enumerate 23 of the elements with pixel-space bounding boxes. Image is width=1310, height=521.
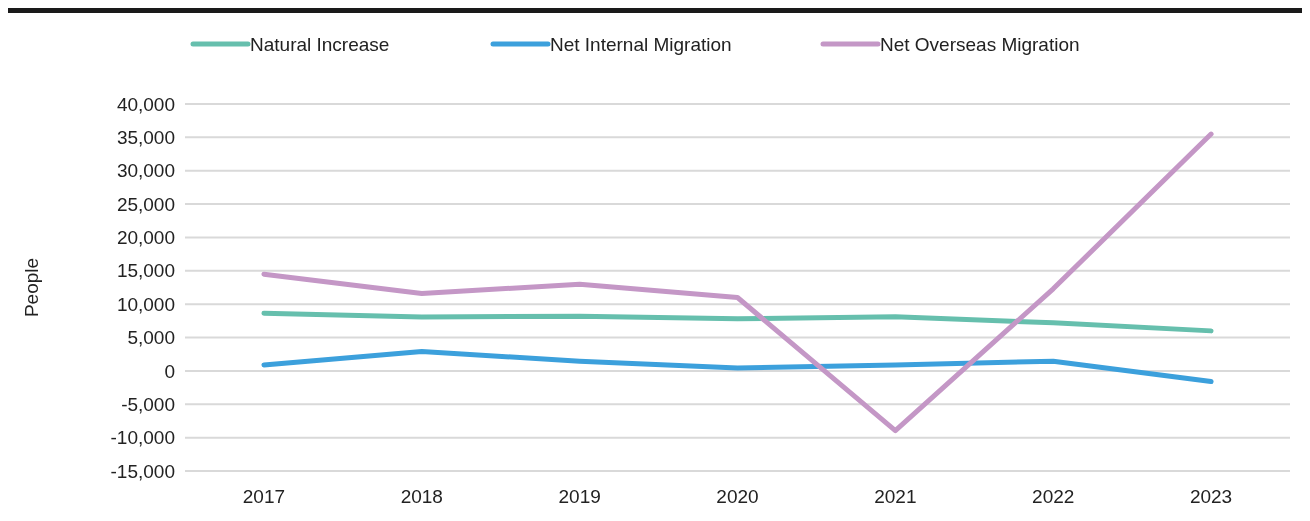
y-tick-label: 25,000 [116,193,175,215]
y-tick-label: 40,000 [116,93,175,115]
y-tick-label: 15,000 [116,260,175,282]
y-axis-title: People [21,257,42,318]
y-tick-label: 10,000 [116,293,175,315]
x-tick-label: 2023 [1189,486,1233,507]
x-tick-label: 2020 [716,486,759,507]
x-tick-label: 2021 [874,486,917,507]
y-tick-label: 30,000 [116,160,175,182]
legend-label: Natural Increase [250,33,390,55]
x-tick-label: 2017 [242,486,286,507]
y-tick-label: 35,000 [116,127,175,149]
y-tick-label: -10,000 [110,427,175,449]
y-tick-label: 0 [164,360,175,382]
y-tick-label: 20,000 [116,227,175,249]
x-tick-label: 2018 [400,486,443,507]
y-tick-label: -15,000 [110,460,175,482]
x-tick-label: 2022 [1032,486,1075,507]
y-tick-label: 5,000 [127,327,175,349]
x-tick-label: 2019 [558,486,601,507]
y-tick-label: -5,000 [121,393,175,415]
legend-label: Net Overseas Migration [880,33,1080,55]
legend-label: Net Internal Migration [550,33,732,55]
